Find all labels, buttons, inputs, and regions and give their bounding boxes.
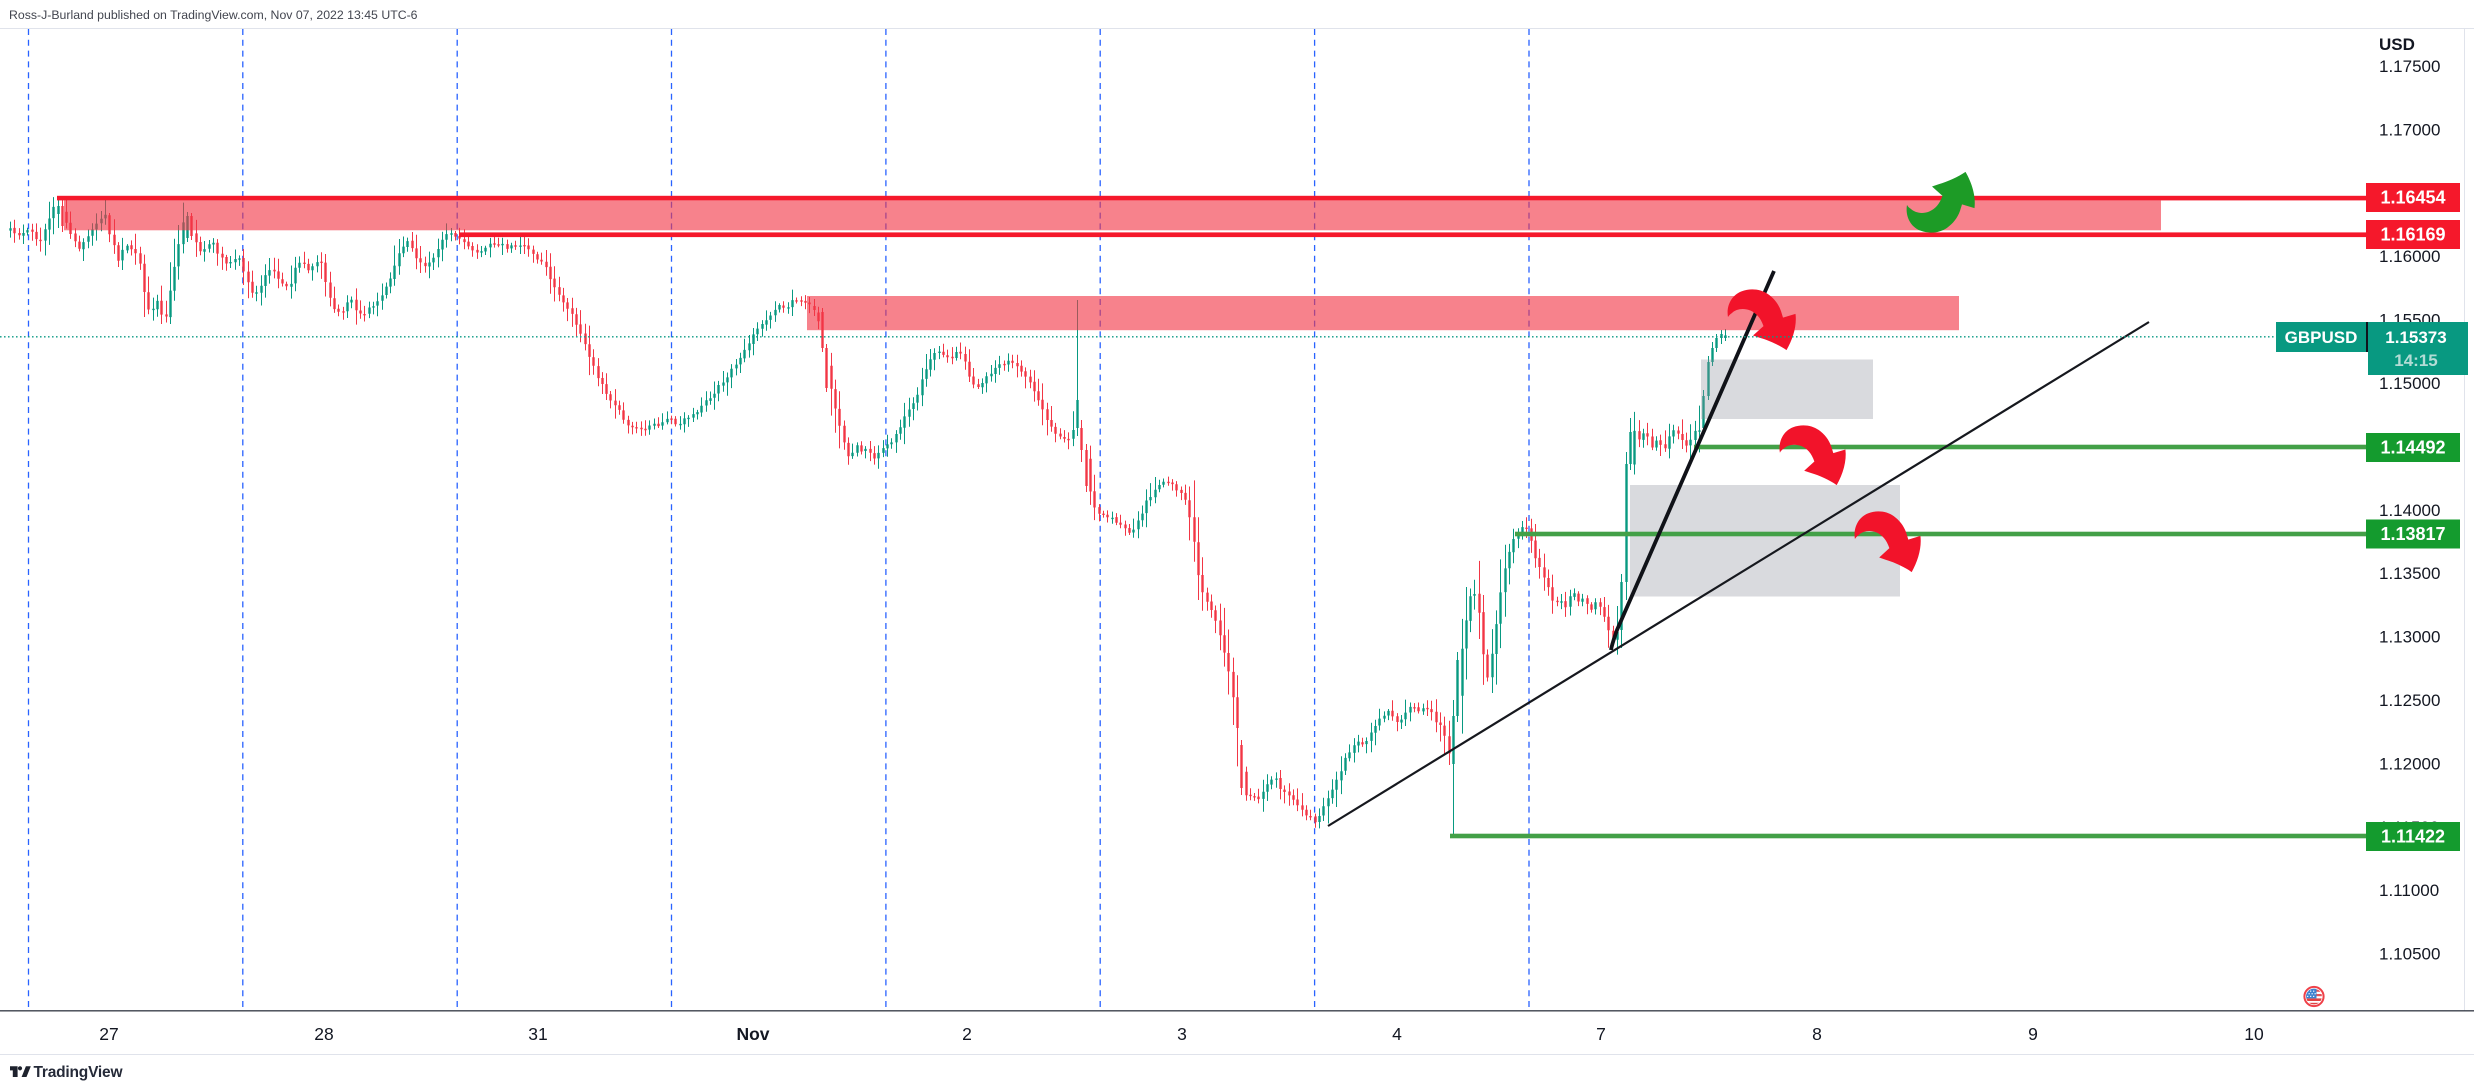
svg-text:28: 28 — [314, 1024, 333, 1044]
svg-text:1.14492: 1.14492 — [2380, 437, 2445, 457]
svg-text:2: 2 — [962, 1024, 972, 1044]
svg-text:1.15000: 1.15000 — [2379, 374, 2440, 393]
svg-text:Ross-J-Burland published on Tr: Ross-J-Burland published on TradingView.… — [9, 8, 418, 22]
svg-text:1.15373: 1.15373 — [2385, 328, 2446, 347]
svg-text:1.17500: 1.17500 — [2379, 57, 2440, 76]
svg-text:1.12000: 1.12000 — [2379, 754, 2440, 773]
svg-text:7: 7 — [1596, 1024, 1606, 1044]
svg-text:1.10500: 1.10500 — [2379, 945, 2440, 964]
svg-text:1.16454: 1.16454 — [2380, 187, 2445, 207]
svg-text:1.11422: 1.11422 — [2381, 826, 2445, 846]
svg-text:1.13000: 1.13000 — [2379, 628, 2440, 647]
svg-text:1.17000: 1.17000 — [2379, 120, 2440, 139]
svg-text:USD: USD — [2379, 35, 2415, 54]
svg-text:27: 27 — [99, 1024, 118, 1044]
svg-text:3: 3 — [1177, 1024, 1187, 1044]
svg-text:31: 31 — [528, 1024, 547, 1044]
svg-text:1.13500: 1.13500 — [2379, 564, 2440, 583]
svg-text:14:15: 14:15 — [2394, 351, 2437, 370]
svg-text:Nov: Nov — [736, 1024, 769, 1044]
svg-text:1.12500: 1.12500 — [2379, 691, 2440, 710]
svg-text:1.16000: 1.16000 — [2379, 247, 2440, 266]
svg-text:TradingView: TradingView — [34, 1064, 124, 1081]
svg-text:8: 8 — [1812, 1024, 1822, 1044]
svg-text:9: 9 — [2028, 1024, 2038, 1044]
svg-text:1.16169: 1.16169 — [2380, 224, 2445, 244]
svg-text:1.13817: 1.13817 — [2380, 524, 2445, 544]
svg-text:10: 10 — [2244, 1024, 2264, 1044]
svg-text:1.14000: 1.14000 — [2379, 501, 2440, 520]
svg-text:1.11000: 1.11000 — [2379, 881, 2439, 900]
svg-text:GBPUSD: GBPUSD — [2285, 328, 2358, 347]
svg-text:4: 4 — [1392, 1024, 1402, 1044]
